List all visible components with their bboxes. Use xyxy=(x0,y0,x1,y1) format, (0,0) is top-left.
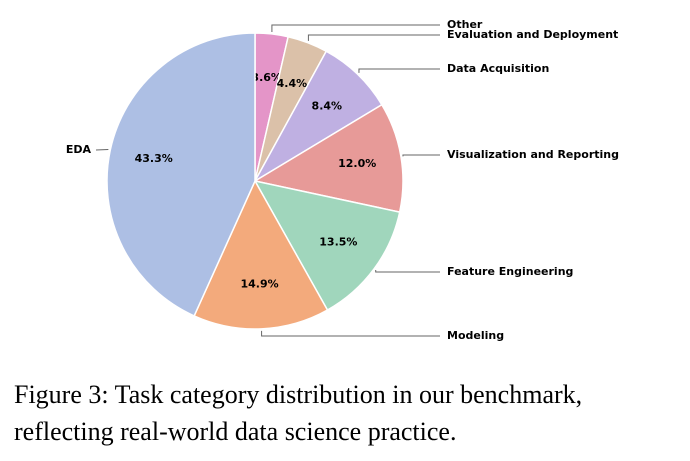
pie-slice xyxy=(253,179,401,312)
leader-line xyxy=(261,330,440,337)
category-label: Evaluation and Deployment xyxy=(447,28,618,41)
value-label: 8.4% xyxy=(312,99,343,112)
leader-line xyxy=(402,154,440,157)
leader-line xyxy=(375,270,440,273)
leader-line xyxy=(271,24,440,32)
leader-line xyxy=(358,68,440,73)
category-label: Other xyxy=(447,18,483,31)
category-label: EDA xyxy=(66,143,92,156)
value-label: 43.3% xyxy=(135,152,173,165)
pie-slice xyxy=(252,103,404,214)
value-label: 3.6% xyxy=(251,71,282,84)
value-label: 12.0% xyxy=(338,157,376,170)
value-label: 14.9% xyxy=(240,278,278,291)
pie-slice xyxy=(106,32,256,317)
leader-line xyxy=(95,148,109,151)
caption-line: reflecting real-world data science pract… xyxy=(14,417,456,446)
value-label: 13.5% xyxy=(319,235,357,248)
category-label: Visualization and Reporting xyxy=(447,148,619,161)
category-label: Data Acquisition xyxy=(447,62,549,75)
category-label: Feature Engineering xyxy=(447,265,573,278)
category-label: Modeling xyxy=(447,329,504,342)
value-label: 4.4% xyxy=(277,77,308,90)
pie-slice xyxy=(193,179,329,330)
caption-line: Figure 3: Task category distribution in … xyxy=(14,380,582,409)
leader-line xyxy=(307,34,440,41)
